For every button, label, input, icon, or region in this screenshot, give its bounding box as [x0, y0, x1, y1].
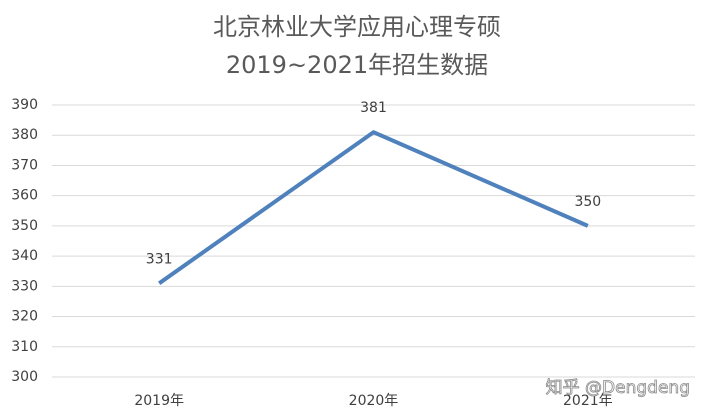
y-tick-label: 340 [11, 248, 38, 264]
data-label: 350 [574, 194, 601, 210]
x-tick-label: 2020年 [349, 393, 399, 409]
data-line [158, 130, 589, 285]
y-tick-label: 360 [11, 188, 38, 204]
y-tick-label: 330 [11, 278, 38, 294]
y-tick-label: 370 [11, 157, 38, 173]
x-tick-label: 2019年 [134, 393, 184, 409]
chart-title: 北京林业大学应用心理专硕 [213, 13, 501, 41]
watermark: 知乎 @Dengdeng [546, 378, 690, 398]
y-tick-label: 300 [11, 369, 38, 385]
data-label: 331 [146, 251, 173, 267]
y-tick-label: 380 [11, 127, 38, 143]
chart-subtitle: 2019~2021年招生数据 [226, 51, 488, 79]
y-tick-label: 310 [11, 339, 38, 355]
y-tick-label: 320 [11, 309, 38, 325]
y-tick-label: 390 [11, 97, 38, 113]
x-tick-label: 2021年 [563, 393, 613, 409]
y-tick-label: 350 [11, 218, 38, 234]
data-label: 381 [360, 100, 387, 116]
